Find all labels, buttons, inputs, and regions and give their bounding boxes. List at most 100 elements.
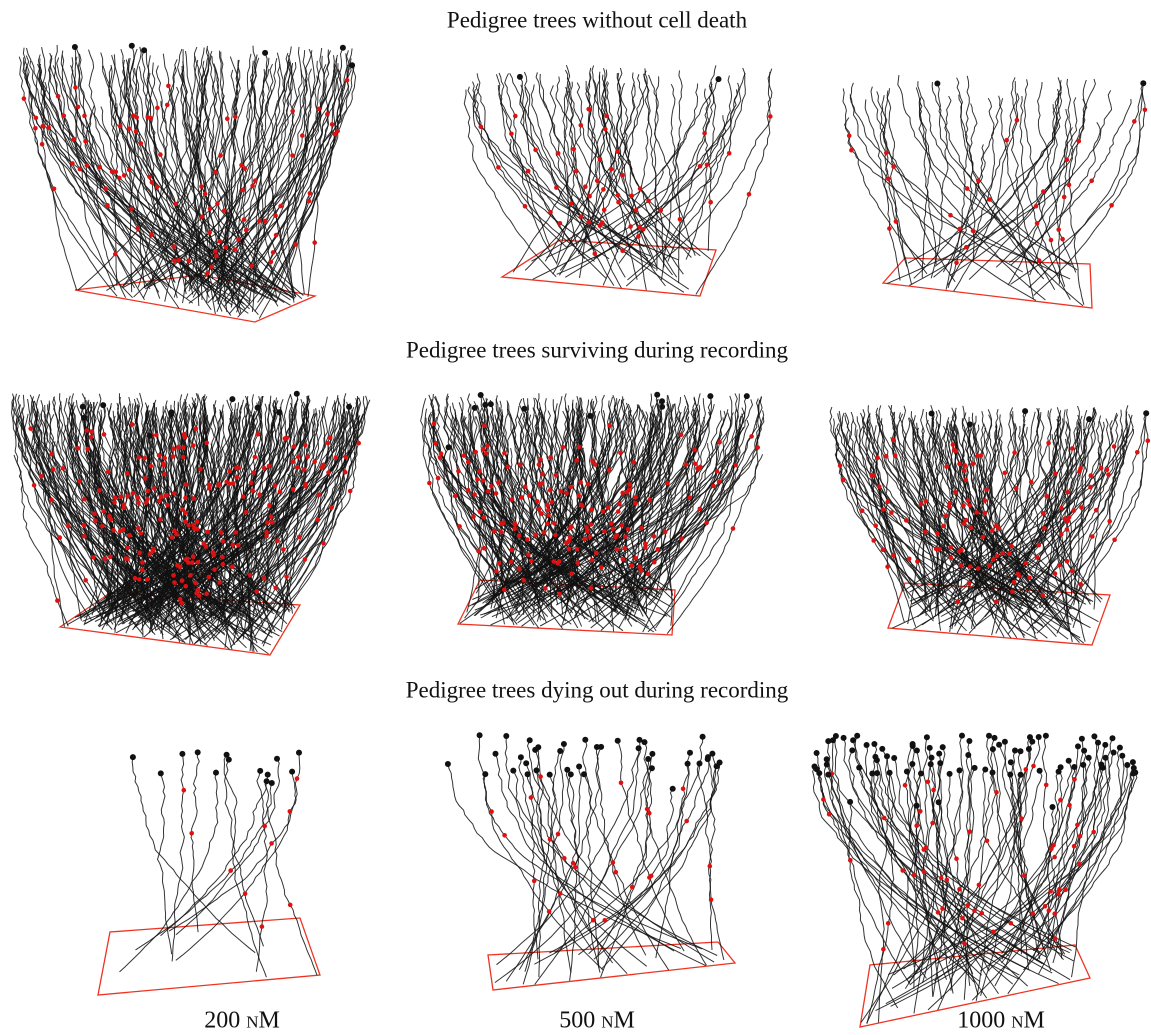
death-marker [841,735,847,741]
division-marker [947,504,952,509]
division-marker [89,435,94,440]
division-marker [593,252,598,257]
death-marker [914,748,920,754]
division-marker [233,247,238,252]
lineage [874,744,1073,961]
division-marker [630,563,635,568]
division-marker [472,492,477,497]
division-marker [293,242,298,247]
division-marker [968,829,973,834]
division-marker [972,909,977,914]
division-marker [885,565,890,570]
division-marker [82,114,87,119]
death-marker [346,404,352,410]
lineage [699,764,713,951]
division-marker [975,454,980,459]
division-marker [571,861,576,866]
division-marker [606,505,611,510]
division-marker [569,485,574,490]
division-marker [523,484,528,489]
division-marker [616,509,621,514]
division-marker [1044,783,1049,788]
division-marker [143,476,148,481]
division-marker [557,592,562,597]
lineage [877,91,900,280]
death-marker [904,769,910,775]
division-marker [731,526,736,531]
division-marker [273,213,278,218]
division-marker [244,510,249,515]
division-marker [512,526,517,531]
death-marker [445,761,451,767]
division-marker [208,206,213,211]
lineage [120,773,218,972]
division-marker [521,578,526,583]
division-marker [262,466,267,471]
division-marker [207,575,212,580]
division-marker [715,469,720,474]
division-marker [284,436,289,441]
division-marker [860,508,865,513]
division-marker [139,141,144,146]
division-marker [903,783,908,788]
division-marker [162,472,167,477]
division-marker [1070,569,1075,574]
death-marker [1102,742,1108,748]
division-marker [711,484,716,489]
division-marker [915,559,920,564]
division-marker [969,526,974,531]
division-marker [61,466,66,471]
division-marker [188,573,193,578]
death-marker [990,746,996,752]
death-marker [697,761,703,767]
division-marker [212,567,217,572]
division-marker [529,795,534,800]
division-marker [891,438,896,443]
death-marker [687,750,693,756]
division-marker [253,455,258,460]
death-marker [276,409,282,415]
division-marker [1019,816,1024,821]
division-marker [149,116,154,121]
death-marker [910,741,916,747]
division-marker [959,563,964,568]
division-marker [147,175,152,180]
division-marker [838,463,843,468]
division-marker [926,780,931,785]
death-marker [517,74,523,80]
division-marker [538,457,543,462]
division-marker [150,180,155,185]
lineages [830,405,1148,643]
division-marker [462,453,467,458]
division-marker [484,451,489,456]
division-marker [108,555,113,560]
division-marker [1042,526,1047,531]
division-marker [119,495,124,500]
division-marker [133,576,138,581]
division-marker [1035,221,1040,226]
division-marker [181,445,186,450]
division-marker [155,185,160,190]
division-marker [204,592,209,597]
division-marker [918,809,923,814]
division-marker [981,535,986,540]
division-marker [623,534,628,539]
division-marker [569,524,574,529]
death-marker [1086,416,1092,422]
division-marker [619,781,624,786]
division-marker [601,509,606,514]
division-marker [162,463,167,468]
lineages [843,75,1145,306]
division-marker [558,221,563,226]
death-marker [1130,759,1136,765]
division-marker [1132,119,1137,124]
division-marker [582,537,587,542]
division-marker [552,559,557,564]
death-marker [874,770,880,776]
death-marker [659,404,665,410]
division-marker [1105,468,1110,473]
division-marker [590,459,595,464]
division-marker [659,208,664,213]
division-marker [974,510,979,515]
division-marker [961,503,966,508]
